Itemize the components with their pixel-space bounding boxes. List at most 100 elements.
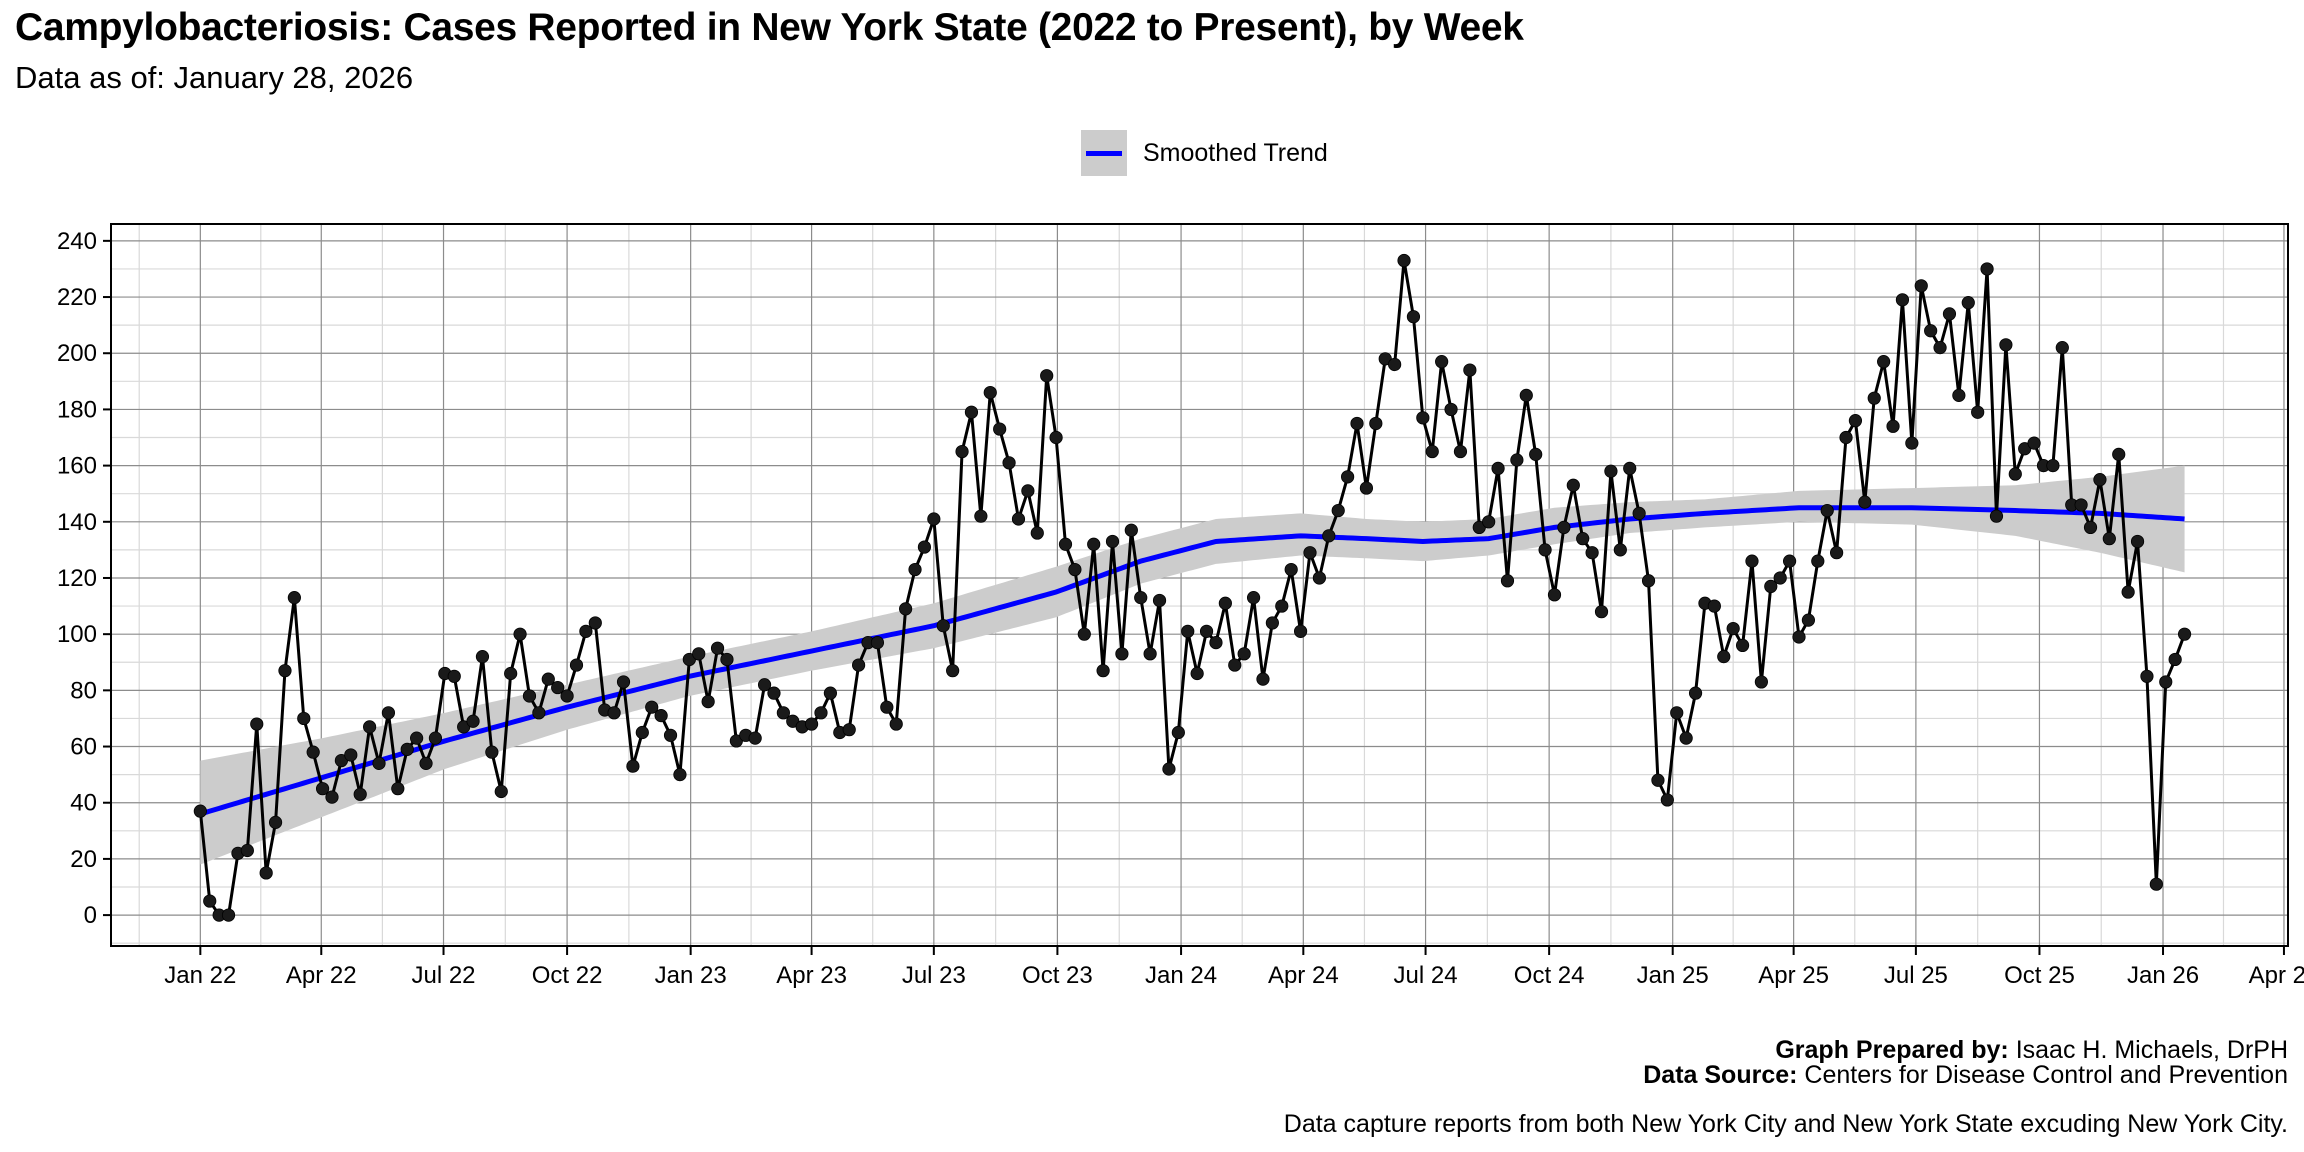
data-point	[1199, 624, 1214, 638]
data-point	[1679, 731, 1693, 745]
data-point	[1406, 310, 1421, 324]
data-point	[757, 678, 772, 692]
data-point	[1895, 293, 1910, 307]
data-point	[1237, 647, 1251, 661]
data-point	[1312, 571, 1326, 585]
data-point	[1594, 605, 1609, 619]
data-point	[701, 694, 715, 709]
y-tick-label: 220	[57, 284, 97, 311]
data-point	[1049, 430, 1063, 445]
data-point	[1322, 529, 1336, 543]
data-point	[748, 731, 762, 745]
x-tick-label: Apr 25	[1758, 962, 1829, 989]
y-tick-label: 80	[70, 677, 97, 704]
data-point	[1331, 503, 1345, 518]
x-tick-label: Jan 25	[1637, 962, 1709, 989]
chart-title: Campylobacteriosis: Cases Reported in Ne…	[15, 6, 1524, 49]
data-point	[1256, 672, 1270, 686]
data-point	[1115, 647, 1129, 661]
data-point	[1886, 419, 1900, 433]
data-point	[1839, 430, 1853, 445]
data-point	[1246, 591, 1261, 605]
data-point	[2083, 520, 2098, 535]
data-point	[2168, 652, 2182, 667]
data-point	[513, 627, 527, 641]
data-point	[1641, 574, 1656, 588]
data-point	[635, 725, 649, 740]
x-tick-label: Apr 23	[776, 962, 847, 989]
data-point	[1707, 599, 1721, 613]
y-tick-label: 180	[57, 396, 97, 423]
data-source-label: Data Source:	[1643, 1061, 1798, 1089]
data-point	[1989, 509, 2004, 523]
data-point	[1030, 526, 1044, 540]
data-point	[504, 666, 518, 681]
data-point	[1782, 554, 1797, 568]
data-point	[381, 706, 396, 720]
data-point	[1557, 520, 1571, 535]
data-point	[1688, 686, 1703, 700]
data-point	[1058, 537, 1073, 551]
legend-line	[1086, 151, 1122, 156]
data-point	[297, 711, 311, 726]
data-point	[1416, 411, 1430, 425]
data-point	[692, 647, 706, 661]
data-point	[1303, 546, 1317, 560]
data-point	[946, 664, 960, 678]
data-point	[2008, 467, 2022, 481]
data-point	[1369, 416, 1383, 431]
data-point	[1284, 562, 1298, 577]
data-point	[203, 894, 217, 908]
footer-note: Data capture reports from both New York …	[1283, 1110, 2288, 1138]
data-point	[917, 540, 932, 554]
data-point	[1858, 495, 1872, 509]
data-point	[1952, 388, 1966, 402]
data-point	[2177, 627, 2192, 641]
data-point	[475, 650, 490, 664]
data-point	[645, 700, 659, 714]
y-tick-label: 140	[57, 509, 97, 536]
data-point	[804, 717, 819, 731]
data-point	[1190, 666, 1204, 681]
data-point	[1801, 613, 1816, 627]
x-tick-label: Oct 25	[2004, 962, 2075, 989]
data-point	[1096, 664, 1110, 678]
data-point	[1209, 635, 1223, 650]
data-point	[268, 815, 283, 829]
data-point	[485, 745, 499, 759]
legend-label: Smoothed Trend	[1143, 138, 1328, 167]
trend-confidence-band	[200, 465, 2185, 865]
trend-line	[199, 505, 2185, 817]
data-point	[240, 843, 254, 858]
x-tick-label: Apr 24	[1268, 962, 1339, 989]
data-point	[447, 669, 461, 683]
footer-data-source: Data Source: Centers for Disease Control…	[1643, 1061, 2288, 1090]
data-point	[1444, 402, 1458, 417]
data-point	[2074, 498, 2088, 512]
data-point	[870, 635, 885, 650]
data-point	[1566, 478, 1580, 492]
data-point	[391, 782, 405, 796]
data-point	[1848, 414, 1863, 428]
grid-minor	[111, 224, 2288, 946]
data-point	[842, 723, 856, 737]
x-tick-label: Oct 23	[1022, 962, 1093, 989]
data-point	[1341, 470, 1355, 484]
prepared-by-label: Graph Prepared by:	[1775, 1036, 2009, 1064]
data-point	[344, 748, 358, 762]
data-point	[908, 562, 922, 577]
data-point	[569, 658, 584, 672]
data-point	[1754, 675, 1768, 689]
data-point	[410, 731, 424, 745]
data-point	[1228, 658, 1242, 672]
data-point	[1510, 453, 1524, 467]
data-point	[814, 706, 828, 720]
y-tick-label: 40	[70, 790, 97, 817]
data-point	[1735, 638, 1750, 653]
data-point	[852, 658, 866, 672]
data-point	[1547, 588, 1562, 602]
data-point	[287, 591, 301, 605]
chart: 0 20 40 60 80 100 120 140 160 180 200 220 240 Jan 22…	[57, 223, 2304, 989]
data-point	[1999, 338, 2013, 352]
data-point	[1068, 562, 1082, 577]
